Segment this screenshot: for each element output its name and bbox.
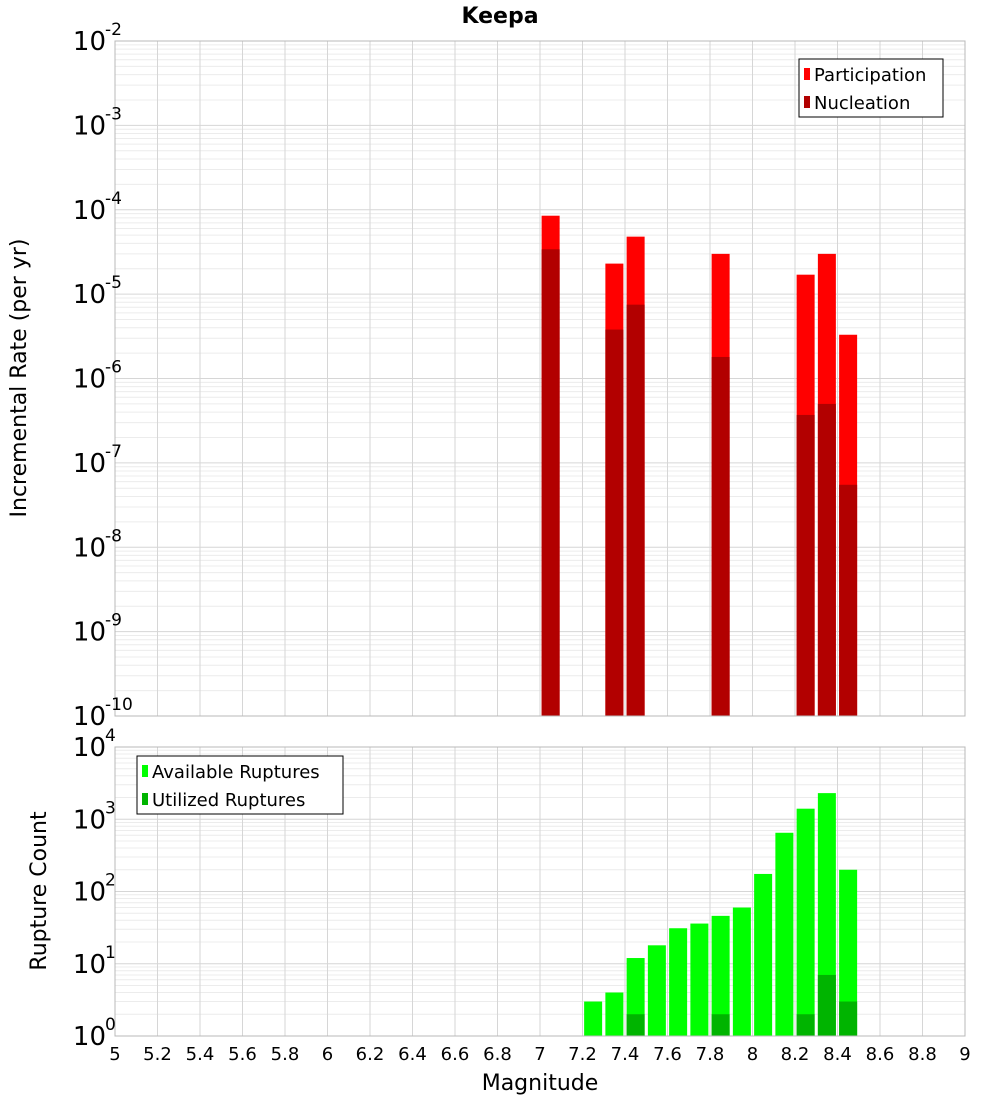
y-tick-exponent: 2 (105, 871, 116, 891)
x-tick-label: 6.8 (483, 1044, 512, 1065)
x-tick-label: 5.8 (271, 1044, 300, 1065)
bar-overlay-nucleation (796, 414, 815, 716)
bar-available-ruptures (647, 945, 666, 1036)
x-tick-label: 6 (322, 1044, 333, 1065)
legend-label: Available Ruptures (152, 762, 320, 783)
y-tick-label: 10 (73, 733, 106, 763)
bar-overlay-utilized-ruptures (796, 1014, 815, 1036)
y-tick-exponent: -7 (105, 442, 122, 462)
x-tick-label: 5.4 (186, 1044, 215, 1065)
bar-overlay-utilized-ruptures (626, 1014, 645, 1036)
bar-overlay-nucleation (605, 329, 624, 716)
x-tick-label: 6.6 (441, 1044, 470, 1065)
legend: Participation Nucleation (798, 58, 944, 118)
y-tick-label: 10 (73, 111, 106, 141)
y-tick-exponent: -2 (105, 20, 122, 40)
bar-available-ruptures (669, 928, 688, 1036)
y-tick-exponent: -10 (105, 695, 133, 715)
y-tick-exponent: 3 (105, 798, 116, 818)
legend-label: Utilized Ruptures (152, 790, 305, 811)
bar-available-ruptures (605, 992, 624, 1036)
y-tick-exponent: 1 (105, 943, 116, 963)
x-axis-title: Magnitude (482, 1071, 599, 1096)
legend-swatch (142, 765, 148, 777)
x-tick-label: 5.6 (228, 1044, 257, 1065)
x-tick-label: 8.2 (781, 1044, 810, 1065)
y-tick-exponent: -5 (105, 273, 122, 293)
y-tick-label: 10 (73, 1022, 106, 1052)
bar-available-ruptures (690, 923, 709, 1036)
plot-frame (114, 40, 966, 717)
y-tick-label: 10 (73, 280, 106, 310)
x-axis-ticks: 5 5.2 5.4 5.6 5.8 6 6.2 6.4 6.6 6.8 7 7.2 7.4 7.6 7.8 8… (109, 1044, 970, 1065)
x-tick-label: 8 (747, 1044, 758, 1065)
bar-overlay-nucleation (626, 304, 645, 716)
x-tick-label: 8.4 (823, 1044, 852, 1065)
y-tick-exponent: 4 (105, 726, 116, 746)
x-tick-label: 5.2 (143, 1044, 172, 1065)
y-axis-title-count: Rupture Count (27, 811, 52, 971)
y-tick-label: 10 (73, 878, 106, 908)
y-tick-exponent: -6 (105, 358, 122, 378)
legend-label: Participation (814, 65, 926, 86)
x-tick-label: 8.8 (908, 1044, 937, 1065)
y-tick-label: 10 (73, 618, 106, 648)
legend-box (136, 755, 344, 815)
bar-overlay-nucleation (839, 484, 858, 716)
chart-title: Keepa (461, 4, 538, 29)
y-tick-label: 10 (73, 196, 106, 226)
y-tick-label: 10 (73, 805, 106, 835)
plot-frame (114, 746, 966, 1037)
bar-overlay-utilized-ruptures (817, 974, 836, 1036)
legend-label: Nucleation (814, 93, 910, 114)
bar-available-ruptures (839, 869, 858, 1036)
x-tick-label: 6.4 (398, 1044, 427, 1065)
y-tick-exponent: -8 (105, 526, 122, 546)
y-tick-exponent: -4 (105, 189, 122, 209)
bar-overlay-utilized-ruptures (839, 1001, 858, 1036)
bar-available-ruptures (584, 1001, 603, 1036)
bar-overlay-nucleation (541, 249, 560, 716)
legend-swatch (142, 793, 148, 805)
bar-available-ruptures (796, 808, 815, 1036)
x-tick-label: 9 (959, 1044, 970, 1065)
bar-available-ruptures (732, 907, 751, 1036)
bar-overlay-utilized-ruptures (711, 1014, 730, 1036)
bar-overlay-nucleation (817, 403, 836, 716)
y-tick-label: 10 (73, 702, 106, 732)
y-tick-exponent: -3 (105, 104, 122, 124)
x-tick-label: 5 (109, 1044, 120, 1065)
y-tick-exponent: -9 (105, 611, 122, 631)
x-tick-label: 7.8 (696, 1044, 725, 1065)
x-tick-label: 7 (534, 1044, 545, 1065)
x-tick-label: 8.6 (866, 1044, 895, 1065)
y-tick-label: 10 (73, 533, 106, 563)
y-tick-label: 10 (73, 449, 106, 479)
legend-swatch (804, 96, 810, 108)
bar-available-ruptures (754, 873, 773, 1036)
bar-available-ruptures (775, 832, 794, 1036)
legend-swatch (804, 68, 810, 80)
legend-box (798, 58, 944, 118)
y-axis-title-rate: Incremental Rate (per yr) (7, 239, 32, 518)
bar-available-ruptures (711, 915, 730, 1036)
x-tick-label: 7.6 (653, 1044, 682, 1065)
x-tick-label: 6.2 (356, 1044, 385, 1065)
legend: Available Ruptures Utilized Ruptures (136, 755, 344, 815)
bar-overlay-nucleation (711, 356, 730, 716)
x-tick-label: 7.2 (568, 1044, 597, 1065)
x-tick-label: 7.4 (611, 1044, 640, 1065)
y-tick-exponent: 0 (105, 1015, 116, 1035)
y-tick-label: 10 (73, 950, 106, 980)
y-tick-label: 10 (73, 365, 106, 395)
y-tick-label: 10 (73, 27, 106, 57)
